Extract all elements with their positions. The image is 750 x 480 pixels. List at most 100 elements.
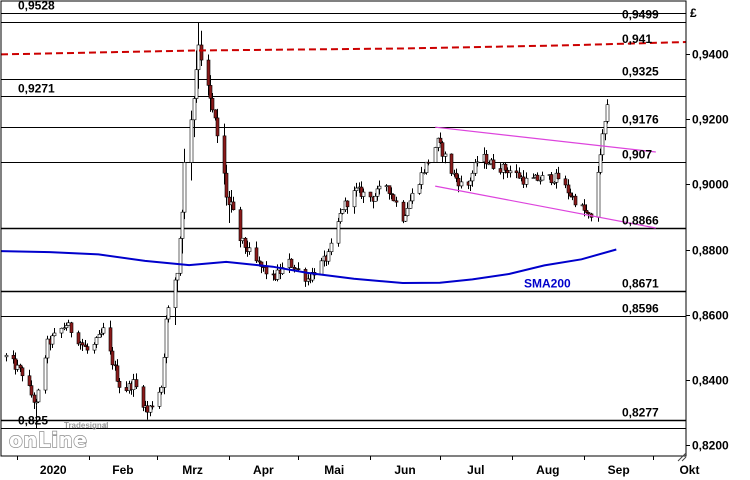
candle-body-159 <box>521 176 526 185</box>
level-labels: 0,9528 0,9499 0,9325 0,9271 0,9176 0,907 0,886… <box>18 0 659 428</box>
candle-body-52 <box>175 272 180 281</box>
candle-body-78 <box>259 261 264 267</box>
x-tick-label-7: Aug <box>536 463 559 477</box>
level-lines <box>1 13 686 429</box>
candle-body-164 <box>538 179 543 182</box>
candle-body-134 <box>440 142 445 157</box>
candle-body-40 <box>134 379 139 388</box>
candle-body-131 <box>433 147 438 163</box>
sma200-label: SMA200 <box>524 276 571 290</box>
candle-body-28 <box>97 334 102 338</box>
candle-body-71 <box>238 209 243 242</box>
candle-body-41 <box>141 386 146 408</box>
candle-body-156 <box>514 170 519 174</box>
candle-body-154 <box>505 169 510 174</box>
candle-body-49 <box>164 318 169 358</box>
candle-body-155 <box>508 170 513 174</box>
candle-body-145 <box>475 161 480 164</box>
candle-body-127 <box>419 172 424 185</box>
candle-body-142 <box>468 180 473 186</box>
candle-body-70 <box>231 201 236 211</box>
candle-body-54 <box>180 211 185 239</box>
candle-body-46 <box>157 391 162 407</box>
candle-body-175 <box>573 195 578 206</box>
candle-body-66 <box>222 135 227 174</box>
resistance-dashed-line <box>0 41 687 56</box>
plot-frame <box>0 0 687 457</box>
candle-body-6 <box>27 375 32 386</box>
y-tick-label-0: 0,8200 <box>692 439 729 453</box>
candle-body-30 <box>101 327 106 334</box>
candle-body-58 <box>194 69 199 99</box>
candle-body-31 <box>108 327 113 352</box>
level-label-9: 0,8277 <box>622 406 659 420</box>
candle-body-5 <box>20 367 25 377</box>
resistance-label: 0,941 <box>622 32 652 46</box>
candle-body-87 <box>289 258 294 268</box>
candle-body-75 <box>247 247 252 252</box>
candle-body-174 <box>570 195 575 198</box>
candle-body-100 <box>329 242 334 253</box>
candle-body-62 <box>208 85 213 99</box>
level-label-3: 0,9271 <box>18 82 55 96</box>
candle-body-23 <box>80 342 85 346</box>
candle-body-27 <box>94 337 99 345</box>
candle-body-167 <box>549 174 554 184</box>
candle-body-57 <box>192 98 197 121</box>
candle-body-101 <box>336 221 341 244</box>
sma200-line <box>0 248 617 285</box>
candle-body-60 <box>199 44 204 61</box>
candle-body-63 <box>210 97 215 111</box>
candle-body-32 <box>110 350 115 366</box>
candle-body-110 <box>361 191 366 197</box>
candle-body-105 <box>345 200 350 208</box>
candle-body-117 <box>387 185 392 194</box>
level-label-5: 0,907 <box>622 148 652 162</box>
candle-body-43 <box>145 405 150 413</box>
level-label-8: 0,8596 <box>622 302 659 316</box>
candle-body-107 <box>354 187 359 191</box>
candle-body-129 <box>424 161 429 173</box>
candle-body-102 <box>338 213 343 222</box>
candle-body-56 <box>189 119 194 163</box>
candle-body-111 <box>368 191 373 198</box>
candle-body-130 <box>426 161 431 164</box>
candle-body-113 <box>373 195 378 202</box>
candle-body-90 <box>296 268 301 270</box>
candle-body-1 <box>11 354 16 360</box>
candle-body-185 <box>605 104 610 122</box>
candle-body-91 <box>303 269 308 282</box>
candle-body-119 <box>391 194 396 202</box>
candle-body-106 <box>352 190 357 208</box>
level-label-6: 0,8866 <box>622 214 659 228</box>
candle-body-123 <box>405 208 410 216</box>
candle-body-121 <box>401 201 406 222</box>
candle-body-64 <box>213 109 218 119</box>
candle-body-16 <box>59 327 64 334</box>
candle-body-140 <box>459 181 464 187</box>
y-tick-label-1: 0,8400 <box>692 374 729 388</box>
candle-body-126 <box>417 184 422 194</box>
candle-body-19 <box>66 322 71 326</box>
candle-body-55 <box>182 162 187 213</box>
candle-body-144 <box>473 162 478 174</box>
candle-body-173 <box>568 192 573 197</box>
candle-body-20 <box>69 322 74 333</box>
y-tick-label-6: 0,9400 <box>692 48 729 62</box>
x-tick-label-1: Feb <box>112 463 133 477</box>
candlesticks <box>4 22 610 429</box>
level-label-1: 0,9499 <box>622 8 659 22</box>
tradesignal-logo: Tradesignal ® onLine <box>8 421 108 453</box>
candle-body-99 <box>326 251 331 262</box>
candle-body-53 <box>178 238 183 274</box>
candle-body-103 <box>340 209 345 214</box>
candle-body-125 <box>410 192 415 202</box>
x-tick-label-9: Okt <box>679 463 699 477</box>
candle-body-80 <box>264 266 269 275</box>
resize-grip-icon[interactable] <box>677 452 687 462</box>
y-tick-label-5: 0,9200 <box>692 113 729 127</box>
candle-body-124 <box>408 200 413 209</box>
channel-line-1 <box>435 185 656 229</box>
level-label-0: 0,9528 <box>18 0 55 13</box>
